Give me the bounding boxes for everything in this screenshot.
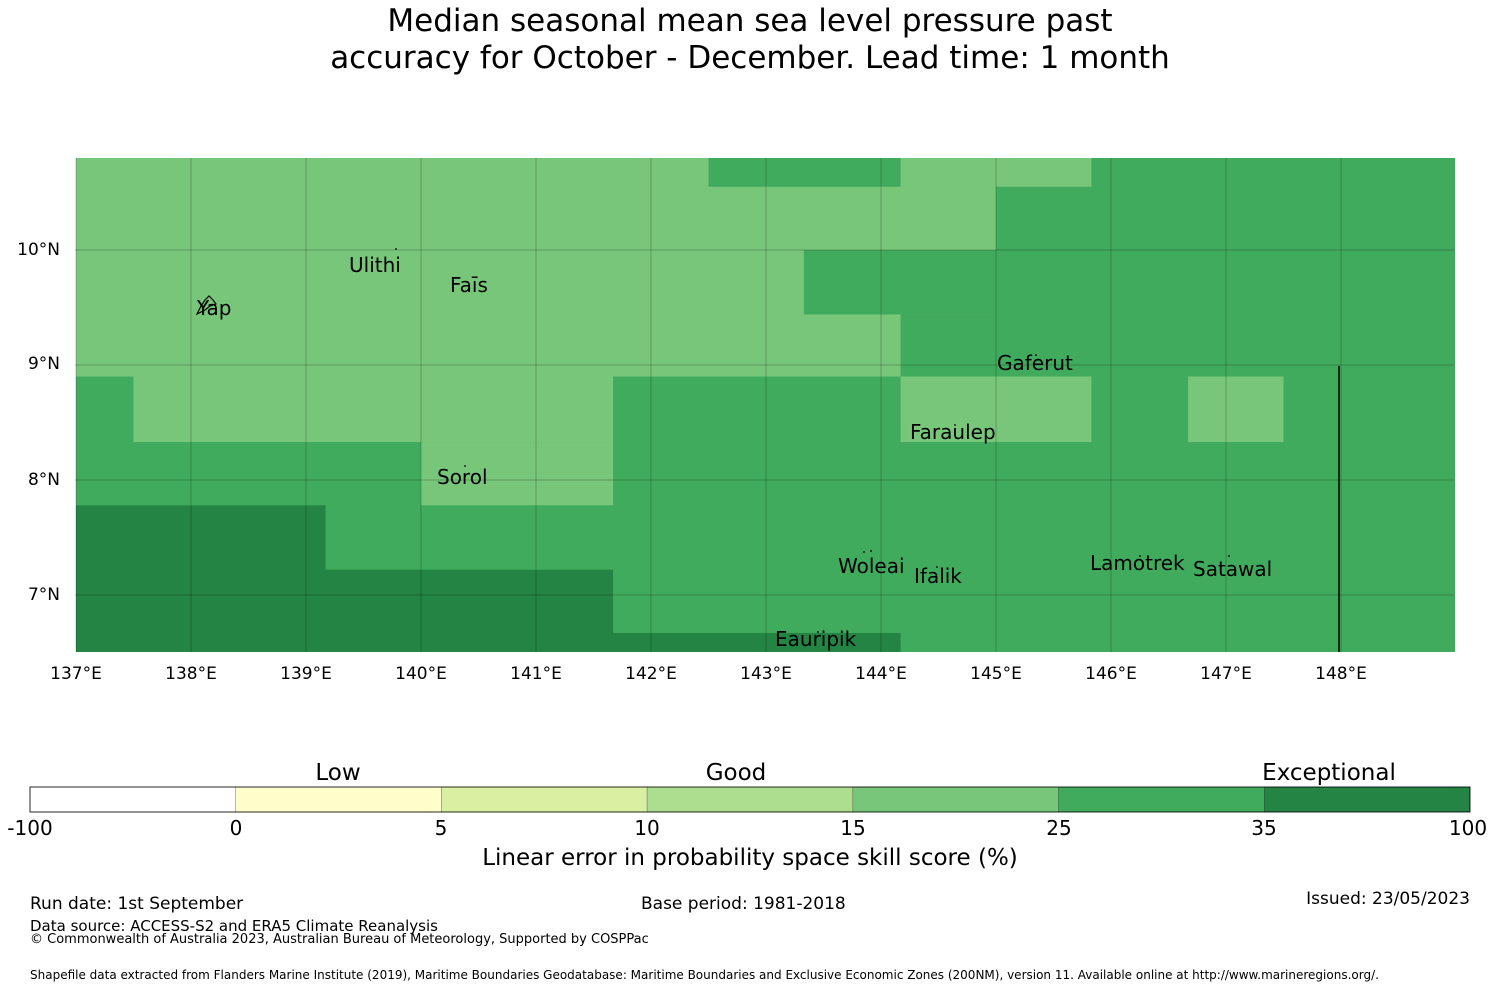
place-label-gaferut: Gaferut: [997, 351, 1073, 375]
x-tick-label: 138°E: [165, 664, 217, 684]
sorol-dot: [464, 465, 466, 467]
x-tick-label: 147°E: [1200, 664, 1252, 684]
colorbar-outline: [29, 786, 1471, 813]
y-tick-label: 7°N: [27, 585, 60, 605]
skill-cell: [421, 442, 614, 506]
x-tick-label: 144°E: [855, 664, 907, 684]
colorbar-swatch: [1058, 786, 1265, 813]
run-date: Run date: 1st September: [30, 894, 244, 914]
chart-title-line2: accuracy for October - December. Lead ti…: [330, 40, 1170, 76]
skill-cell: [996, 158, 1092, 187]
woleai-dot-2: [870, 550, 872, 552]
colorbar-tick-label: 10: [634, 816, 660, 840]
skill-cell: [325, 569, 614, 652]
colorbar-swatch: [1263, 786, 1471, 813]
x-tick-label: 140°E: [395, 664, 447, 684]
colorbar-swatch: [441, 786, 648, 813]
copyright: © Commonwealth of Australia 2023, Austra…: [30, 932, 649, 947]
faraulep-dot: [954, 424, 956, 426]
colorbar-tick-label: 15: [840, 816, 866, 840]
chart-title-line1: Median seasonal mean sea level pressure …: [387, 3, 1113, 39]
x-tick-label: 142°E: [625, 664, 677, 684]
colorbar-category-good: Good: [705, 760, 767, 786]
skill-cell: [900, 376, 1092, 443]
colorbar-title: Linear error in probability space skill …: [482, 845, 1018, 871]
satawal-dot: [1228, 555, 1230, 557]
colorbar-swatch: [646, 786, 854, 813]
y-tick-label: 8°N: [27, 470, 60, 490]
island-markers: [195, 248, 1230, 633]
place-label-yap: Yap: [197, 296, 232, 320]
place-label-woleai: Woleai: [838, 554, 905, 578]
x-tick-label: 148°E: [1315, 664, 1367, 684]
eauripik-dot: [817, 631, 819, 633]
place-label-satawal: Satawal: [1193, 557, 1273, 581]
x-tick-label: 143°E: [740, 664, 792, 684]
x-tick-label: 145°E: [970, 664, 1022, 684]
ifalik-dot: [936, 566, 938, 568]
colorbar-swatch: [29, 786, 237, 813]
skill-cell: [76, 505, 326, 652]
skill-cell: [613, 632, 901, 652]
ulithi-atoll-dot: [395, 248, 397, 250]
colorbar-swatch: [852, 786, 1059, 813]
graticule: [75, 158, 1455, 652]
skill-cell: [803, 250, 996, 315]
lamotrek-dot: [1139, 555, 1141, 557]
skill-cell: [133, 376, 614, 443]
colorbar-tick-label: 35: [1251, 816, 1277, 840]
colorbar-tick-label: -100: [7, 816, 53, 840]
colorbar-tick-label: 5: [434, 816, 448, 840]
skill-cell: [1188, 376, 1284, 443]
colorbar-category-exceptional: Exceptional: [1262, 760, 1396, 786]
yap-island-outline: [195, 295, 217, 316]
shapefile-attribution: Shapefile data extracted from Flanders M…: [30, 968, 1379, 982]
colorbar: [29, 786, 1471, 813]
x-tick-label: 146°E: [1085, 664, 1137, 684]
skill-cells: [76, 158, 1455, 652]
gaferut-dot: [1035, 354, 1037, 356]
place-label-lamotrek: Lamotrek: [1090, 551, 1185, 575]
skill-cell: [708, 158, 901, 187]
place-label-faraulep: Faraulep: [910, 420, 996, 444]
x-tick-label: 137°E: [50, 664, 102, 684]
y-tick-label: 9°N: [27, 354, 60, 374]
colorbar-tick-label: 100: [1448, 816, 1488, 840]
y-tick-label: 10°N: [17, 240, 60, 260]
base-period: Base period: 1981-2018: [641, 894, 846, 914]
woleai-dot: [863, 551, 865, 553]
place-label-fais: Faīs: [450, 273, 488, 297]
data-source: Data source: ACCESS-S2 and ERA5 Climate …: [30, 917, 438, 935]
place-label-eauripik: Eauripik: [775, 627, 857, 651]
colorbar-tick-label: 0: [229, 816, 243, 840]
place-label-ulithi: Ulithi: [349, 253, 401, 277]
x-tick-label: 141°E: [510, 664, 562, 684]
colorbar-category-low: Low: [315, 760, 361, 786]
x-tick-label: 139°E: [280, 664, 332, 684]
colorbar-tick-label: 25: [1046, 816, 1072, 840]
place-label-sorol: Sorol: [437, 465, 488, 489]
colorbar-swatch: [235, 786, 442, 813]
skill-cell: [900, 314, 996, 377]
issued-date: Issued: 23/05/2023: [1306, 889, 1470, 909]
place-label-ifalik: Ifalik: [914, 564, 962, 588]
